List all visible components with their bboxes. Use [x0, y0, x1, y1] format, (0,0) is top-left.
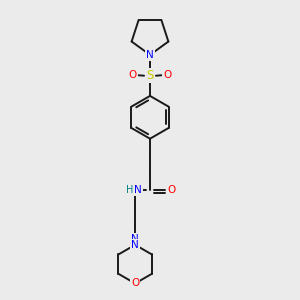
Text: O: O	[167, 185, 175, 195]
Text: N: N	[131, 240, 139, 250]
Text: H: H	[126, 185, 134, 195]
Text: N: N	[146, 50, 154, 60]
Text: N: N	[131, 234, 139, 244]
Text: S: S	[146, 69, 154, 82]
Text: O: O	[129, 70, 137, 80]
Text: O: O	[131, 278, 139, 289]
Text: N: N	[134, 185, 142, 195]
Text: O: O	[163, 70, 171, 80]
